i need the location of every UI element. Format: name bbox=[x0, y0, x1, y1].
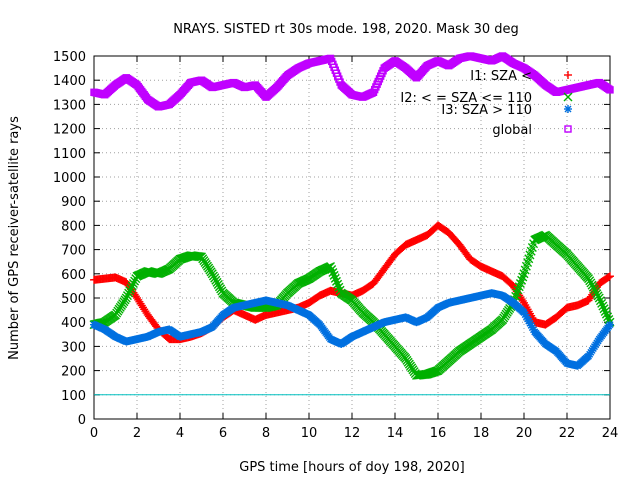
data-point-trace bbox=[463, 252, 472, 261]
data-point-trace bbox=[599, 304, 609, 314]
data-point-trace bbox=[603, 84, 612, 92]
x-tick-label: 20 bbox=[516, 426, 533, 441]
data-point-trace bbox=[388, 253, 397, 262]
data-point-trace bbox=[122, 291, 132, 301]
data-point-trace bbox=[192, 251, 202, 261]
data-point-trace bbox=[603, 312, 613, 322]
data-point-trace bbox=[125, 286, 135, 296]
data-point-trace bbox=[605, 85, 613, 93]
data-point-trace bbox=[128, 278, 138, 288]
x-tick-label: 2 bbox=[133, 426, 141, 441]
data-point-trace bbox=[328, 267, 338, 277]
data-point-trace bbox=[453, 238, 462, 247]
x-tick-label: 14 bbox=[387, 426, 404, 441]
data-point-trace bbox=[331, 276, 341, 286]
data-point-trace bbox=[597, 298, 607, 308]
x-tick-label: 6 bbox=[219, 426, 227, 441]
chart-title: NRAYS. SISTED rt 30s mode. 198, 2020. Ma… bbox=[173, 22, 519, 37]
axis-ticks: 0 2 4 6 8 10 12 14 16 18 20 22 240100200300400500600… bbox=[53, 50, 618, 441]
data-point-trace bbox=[595, 296, 605, 306]
legend-label: global bbox=[492, 123, 532, 138]
data-point-trace bbox=[506, 279, 515, 288]
y-tick-label: 500 bbox=[61, 292, 86, 307]
y-axis-label: Number of GPS receiver-satellite rays bbox=[7, 116, 22, 360]
legend-label: I2: < = SZA <= 110 bbox=[400, 91, 532, 106]
y-tick-label: 100 bbox=[61, 389, 86, 404]
data-point-trace bbox=[334, 282, 344, 292]
x-tick-label: 8 bbox=[262, 426, 270, 441]
legend-marker bbox=[564, 125, 572, 133]
data-point-trace bbox=[604, 322, 613, 331]
data-point-trace bbox=[333, 279, 343, 289]
x-tick-label: 22 bbox=[559, 426, 576, 441]
data-point-trace bbox=[193, 251, 203, 261]
x-tick-label: 0 bbox=[90, 426, 98, 441]
data-point-trace bbox=[126, 283, 136, 293]
data-point-trace bbox=[377, 268, 386, 277]
x-tick-label: 24 bbox=[602, 426, 619, 441]
x-tick-label: 4 bbox=[176, 426, 184, 441]
y-tick-label: 1300 bbox=[53, 98, 86, 113]
y-tick-label: 800 bbox=[61, 219, 86, 234]
data-point-trace bbox=[518, 296, 527, 305]
y-tick-label: 700 bbox=[61, 244, 86, 259]
y-tick-label: 1100 bbox=[53, 147, 86, 162]
y-tick-label: 1000 bbox=[53, 171, 86, 186]
x-axis-label: GPS time [hours of doy 198, 2020] bbox=[239, 460, 464, 475]
data-point-trace bbox=[120, 295, 130, 305]
x-tick-label: 16 bbox=[430, 426, 447, 441]
data-point-trace bbox=[593, 291, 603, 301]
legend-marker bbox=[563, 92, 573, 102]
data-point-trace bbox=[327, 265, 337, 274]
x-tick-label: 12 bbox=[344, 426, 361, 441]
data-point-trace bbox=[601, 309, 611, 319]
data-point-trace bbox=[518, 272, 528, 282]
y-tick-label: 1200 bbox=[53, 123, 86, 138]
y-tick-label: 900 bbox=[61, 195, 86, 210]
y-tick-label: 600 bbox=[61, 268, 86, 283]
series-2 bbox=[89, 230, 615, 380]
data-point-trace bbox=[127, 281, 137, 291]
data-point-trace bbox=[598, 301, 608, 311]
data-point-trace bbox=[600, 306, 610, 316]
y-tick-label: 0 bbox=[78, 413, 86, 428]
series-3 bbox=[90, 289, 614, 370]
data-point-trace bbox=[329, 270, 339, 280]
grid bbox=[94, 56, 610, 419]
data-point-trace bbox=[330, 273, 340, 283]
data-point-trace bbox=[124, 288, 134, 298]
y-tick-label: 300 bbox=[61, 340, 86, 355]
x-tick-label: 18 bbox=[473, 426, 490, 441]
series-4 bbox=[90, 52, 614, 111]
legend-label: I1: SZA < bbox=[470, 69, 532, 84]
data-point-trace bbox=[604, 273, 613, 282]
x-tick-label: 10 bbox=[301, 426, 318, 441]
data-point-trace bbox=[141, 307, 150, 316]
data-point-trace bbox=[603, 273, 612, 282]
y-tick-label: 1500 bbox=[53, 50, 86, 65]
legend-marker bbox=[564, 105, 572, 113]
series-layer bbox=[89, 52, 615, 380]
legend-marker bbox=[564, 71, 572, 79]
data-point-trace bbox=[206, 267, 216, 277]
legend-label: I3: SZA > 110 bbox=[441, 103, 532, 118]
y-tick-label: 400 bbox=[61, 316, 86, 331]
y-tick-label: 200 bbox=[61, 365, 86, 380]
y-tick-label: 1400 bbox=[53, 74, 86, 89]
